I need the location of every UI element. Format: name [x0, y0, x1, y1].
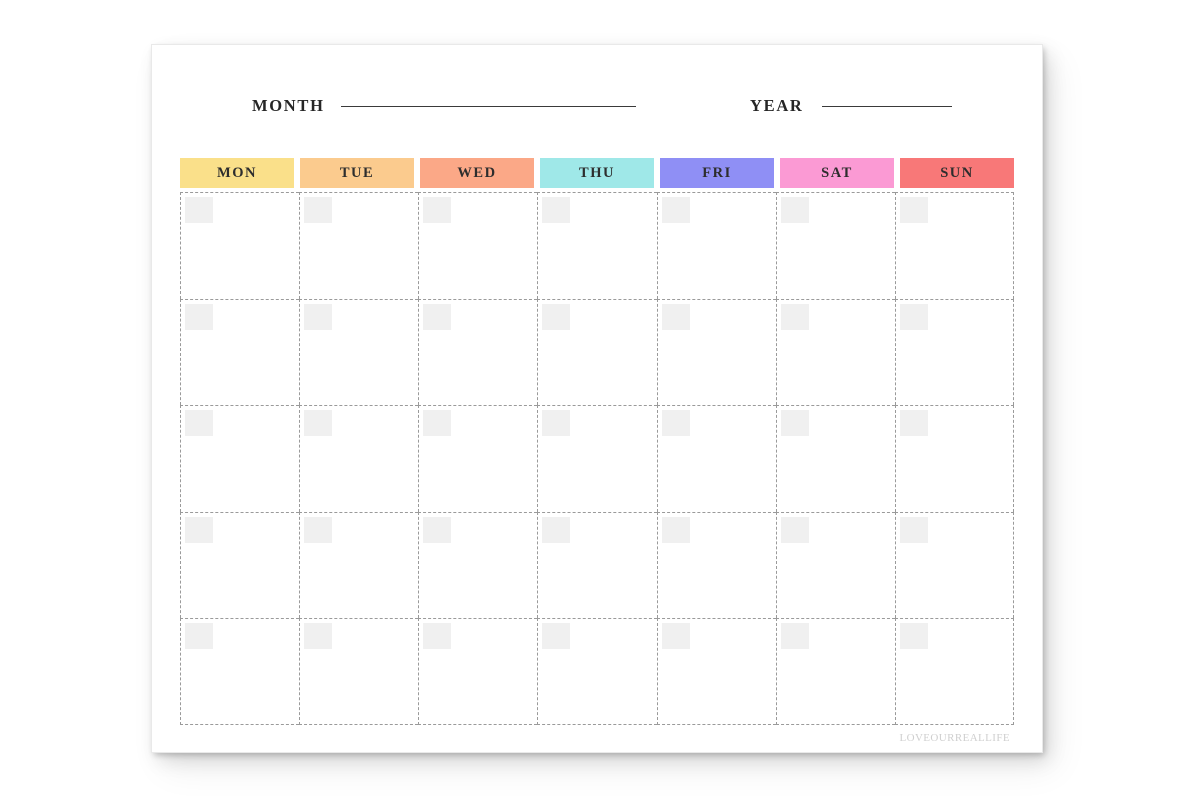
date-number-box[interactable]	[661, 197, 690, 223]
calendar-day-cell[interactable]	[656, 511, 776, 619]
weekday-label: FRI	[702, 164, 732, 181]
date-number-box[interactable]	[185, 516, 213, 543]
calendar-day-cell[interactable]	[418, 298, 538, 406]
date-number-box[interactable]	[661, 303, 690, 330]
date-number-box[interactable]	[423, 410, 452, 437]
weekday-header-tue: TUE	[300, 158, 414, 188]
date-number-box[interactable]	[304, 410, 333, 437]
weekday-header-fri: FRI	[660, 158, 774, 188]
calendar-day-cell[interactable]	[656, 298, 776, 406]
calendar-page-sheet: MONTH YEAR MON TUE WED THU FRI SAT SUN LOVEOUR…	[152, 45, 1042, 752]
date-number-box[interactable]	[899, 197, 928, 223]
date-number-box[interactable]	[185, 197, 213, 223]
calendar-day-cell[interactable]	[418, 618, 538, 725]
year-write-in-line[interactable]	[821, 105, 952, 107]
date-number-box[interactable]	[423, 197, 452, 223]
year-label: YEAR	[750, 96, 804, 115]
year-field-group: YEAR	[750, 89, 952, 123]
date-number-box[interactable]	[780, 516, 809, 543]
month-field-group: MONTH	[252, 89, 636, 123]
month-write-in-line[interactable]	[340, 105, 636, 107]
date-number-box[interactable]	[780, 410, 809, 437]
month-label: MONTH	[252, 96, 325, 115]
date-number-box[interactable]	[661, 623, 690, 650]
weekday-header-row: MON TUE WED THU FRI SAT SUN	[180, 158, 1014, 188]
calendar-day-cell[interactable]	[775, 298, 895, 406]
calendar-day-cell[interactable]	[418, 405, 538, 512]
date-number-box[interactable]	[899, 623, 928, 650]
calendar-day-cell[interactable]	[537, 618, 657, 725]
weekday-label: THU	[579, 164, 615, 181]
weekday-header-thu: THU	[540, 158, 654, 188]
calendar-day-cell[interactable]	[180, 405, 300, 512]
weekday-header-wed: WED	[420, 158, 534, 188]
calendar-day-cell[interactable]	[180, 192, 300, 299]
month-year-header: MONTH YEAR	[152, 89, 1042, 123]
calendar-day-cell[interactable]	[894, 618, 1014, 725]
calendar-day-cell[interactable]	[656, 405, 776, 512]
calendar-day-cell[interactable]	[656, 618, 776, 725]
date-number-box[interactable]	[304, 303, 333, 330]
date-number-box[interactable]	[304, 516, 333, 543]
calendar-day-cell[interactable]	[537, 405, 657, 512]
date-number-box[interactable]	[423, 516, 452, 543]
weekday-label: SUN	[940, 164, 974, 181]
weekday-label: TUE	[339, 164, 375, 181]
date-number-box[interactable]	[304, 197, 333, 223]
calendar-day-cell[interactable]	[894, 405, 1014, 512]
calendar-day-cell[interactable]	[299, 298, 419, 406]
calendar-day-cell[interactable]	[180, 298, 300, 406]
calendar-day-cell[interactable]	[537, 192, 657, 299]
calendar-day-cell[interactable]	[775, 405, 895, 512]
calendar-day-cell[interactable]	[418, 511, 538, 619]
calendar-day-grid	[180, 192, 1014, 725]
date-number-box[interactable]	[661, 516, 690, 543]
calendar-day-cell[interactable]	[894, 511, 1014, 619]
weekday-label: SAT	[821, 164, 853, 181]
date-number-box[interactable]	[423, 623, 452, 650]
calendar-day-cell[interactable]	[299, 405, 419, 512]
calendar-day-cell[interactable]	[299, 192, 419, 299]
weekday-header-sat: SAT	[780, 158, 894, 188]
calendar-day-cell[interactable]	[775, 618, 895, 725]
date-number-box[interactable]	[542, 197, 571, 223]
calendar-day-cell[interactable]	[537, 511, 657, 619]
date-number-box[interactable]	[899, 303, 928, 330]
date-number-box[interactable]	[423, 303, 452, 330]
date-number-box[interactable]	[542, 410, 571, 437]
calendar-day-cell[interactable]	[894, 192, 1014, 299]
calendar-day-cell[interactable]	[180, 618, 300, 725]
calendar-day-cell[interactable]	[418, 192, 538, 299]
date-number-box[interactable]	[185, 623, 213, 650]
calendar-day-cell[interactable]	[775, 192, 895, 299]
watermark-text: LOVEOURREALLIFE	[899, 732, 1010, 744]
date-number-box[interactable]	[542, 303, 571, 330]
weekday-label: WED	[457, 164, 497, 181]
date-number-box[interactable]	[304, 623, 333, 650]
date-number-box[interactable]	[185, 410, 213, 437]
date-number-box[interactable]	[899, 516, 928, 543]
weekday-header-mon: MON	[180, 158, 294, 188]
date-number-box[interactable]	[780, 623, 809, 650]
date-number-box[interactable]	[542, 516, 571, 543]
date-number-box[interactable]	[542, 623, 571, 650]
date-number-box[interactable]	[780, 197, 809, 223]
date-number-box[interactable]	[185, 303, 213, 330]
calendar-day-cell[interactable]	[537, 298, 657, 406]
date-number-box[interactable]	[899, 410, 928, 437]
weekday-label: MON	[217, 164, 257, 181]
weekday-header-sun: SUN	[900, 158, 1014, 188]
date-number-box[interactable]	[661, 410, 690, 437]
date-number-box[interactable]	[780, 303, 809, 330]
calendar-day-cell[interactable]	[775, 511, 895, 619]
calendar-day-cell[interactable]	[299, 618, 419, 725]
calendar-day-cell[interactable]	[180, 511, 300, 619]
calendar-day-cell[interactable]	[894, 298, 1014, 406]
calendar-day-cell[interactable]	[299, 511, 419, 619]
calendar-day-cell[interactable]	[656, 192, 776, 299]
